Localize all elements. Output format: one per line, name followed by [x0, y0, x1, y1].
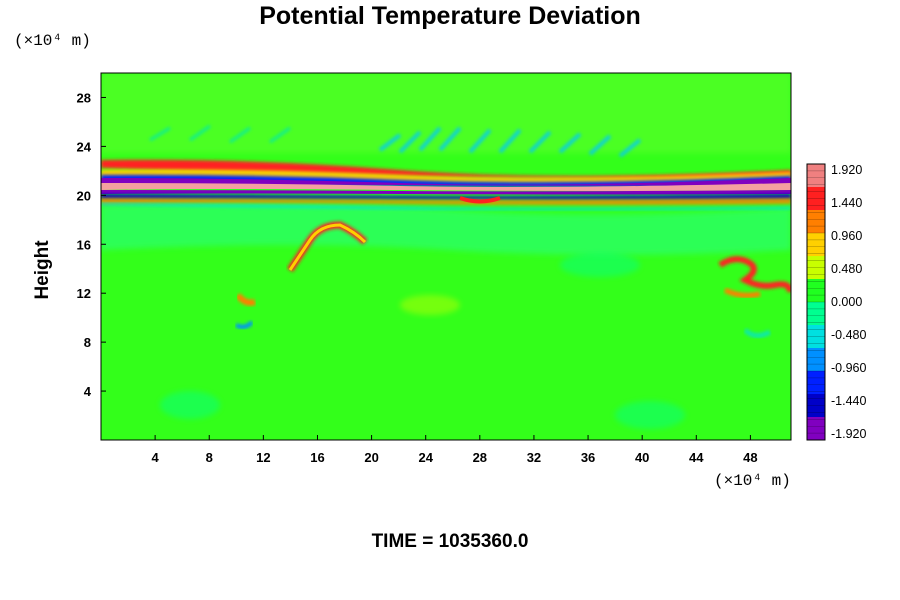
main-band: [101, 159, 791, 211]
time-readout: TIME = 1035360.0: [371, 531, 529, 552]
wave-crests: [149, 124, 642, 158]
x-tick-label: 12: [256, 450, 270, 465]
colorbar-swatch: [807, 325, 825, 349]
chart-title: Potential Temperature Deviation: [259, 2, 641, 30]
colorbar-swatch: [807, 417, 825, 441]
colorbar-swatch: [807, 394, 825, 418]
plot-frame: [100, 72, 792, 441]
x-tick-label: 48: [743, 450, 757, 465]
colorbar-label: 1.920: [831, 163, 862, 177]
colorbar-swatch: [807, 348, 825, 372]
heatmap-field: [101, 73, 791, 440]
colorbar-swatch: [807, 302, 825, 326]
x-tick-label: 40: [635, 450, 649, 465]
y-tick-label: 16: [77, 237, 91, 252]
colorbar-label: -0.960: [831, 361, 866, 375]
x-tick-label: 24: [418, 450, 433, 465]
y-tick-label: 12: [77, 286, 91, 301]
colorbar-swatch: [807, 256, 825, 280]
y-axis-units: (×10⁴ m): [14, 32, 91, 50]
y-axis: 4 8 12 16 20 24 28: [77, 90, 106, 399]
colorbar-frame: [806, 163, 826, 441]
y-tick-label: 8: [84, 335, 91, 350]
right-warm-blob: [718, 256, 791, 338]
colorbar-swatch: [807, 164, 825, 188]
x-tick-label: 4: [152, 450, 160, 465]
colorbar-label: -1.920: [831, 427, 866, 441]
colorbar-swatch: [807, 371, 825, 395]
x-tick-label: 16: [310, 450, 324, 465]
colorbar-label: 0.000: [831, 295, 862, 309]
x-tick-label: 32: [527, 450, 541, 465]
y-tick-label: 28: [77, 90, 91, 105]
x-tick-label: 20: [364, 450, 378, 465]
colorbar-label: 1.440: [831, 196, 862, 210]
x-tick-label: 8: [206, 450, 213, 465]
colorbar-label: -1.440: [831, 394, 866, 408]
colorbar-swatch: [807, 279, 825, 303]
colorbar-swatch: [807, 233, 825, 257]
colorbar-swatch: [807, 210, 825, 234]
x-axis-units: (×10⁴ m): [714, 472, 791, 490]
lower-patches: [160, 253, 685, 429]
field-lower-layer: [101, 203, 791, 255]
colorbar-label: 0.480: [831, 262, 862, 276]
x-tick-label: 36: [581, 450, 595, 465]
x-tick-label: 28: [473, 450, 487, 465]
field-upper-layer: [101, 73, 791, 153]
x-tick-label: 44: [689, 450, 704, 465]
warm-filament: [235, 221, 368, 329]
colorbar: 1.920 1.440 0.960 0.480 0.000 -0.480 -0.960 -1.…: [806, 163, 866, 441]
y-tick-label: 4: [84, 384, 92, 399]
y-tick-label: 24: [77, 139, 92, 154]
colorbar-label: -0.480: [831, 328, 866, 342]
colorbar-label: 0.960: [831, 229, 862, 243]
x-axis: 4 8 12 16 20 24 28 32 36 40 44 48: [152, 435, 758, 465]
y-tick-label: 20: [77, 188, 91, 203]
colorbar-swatch: [807, 187, 825, 211]
